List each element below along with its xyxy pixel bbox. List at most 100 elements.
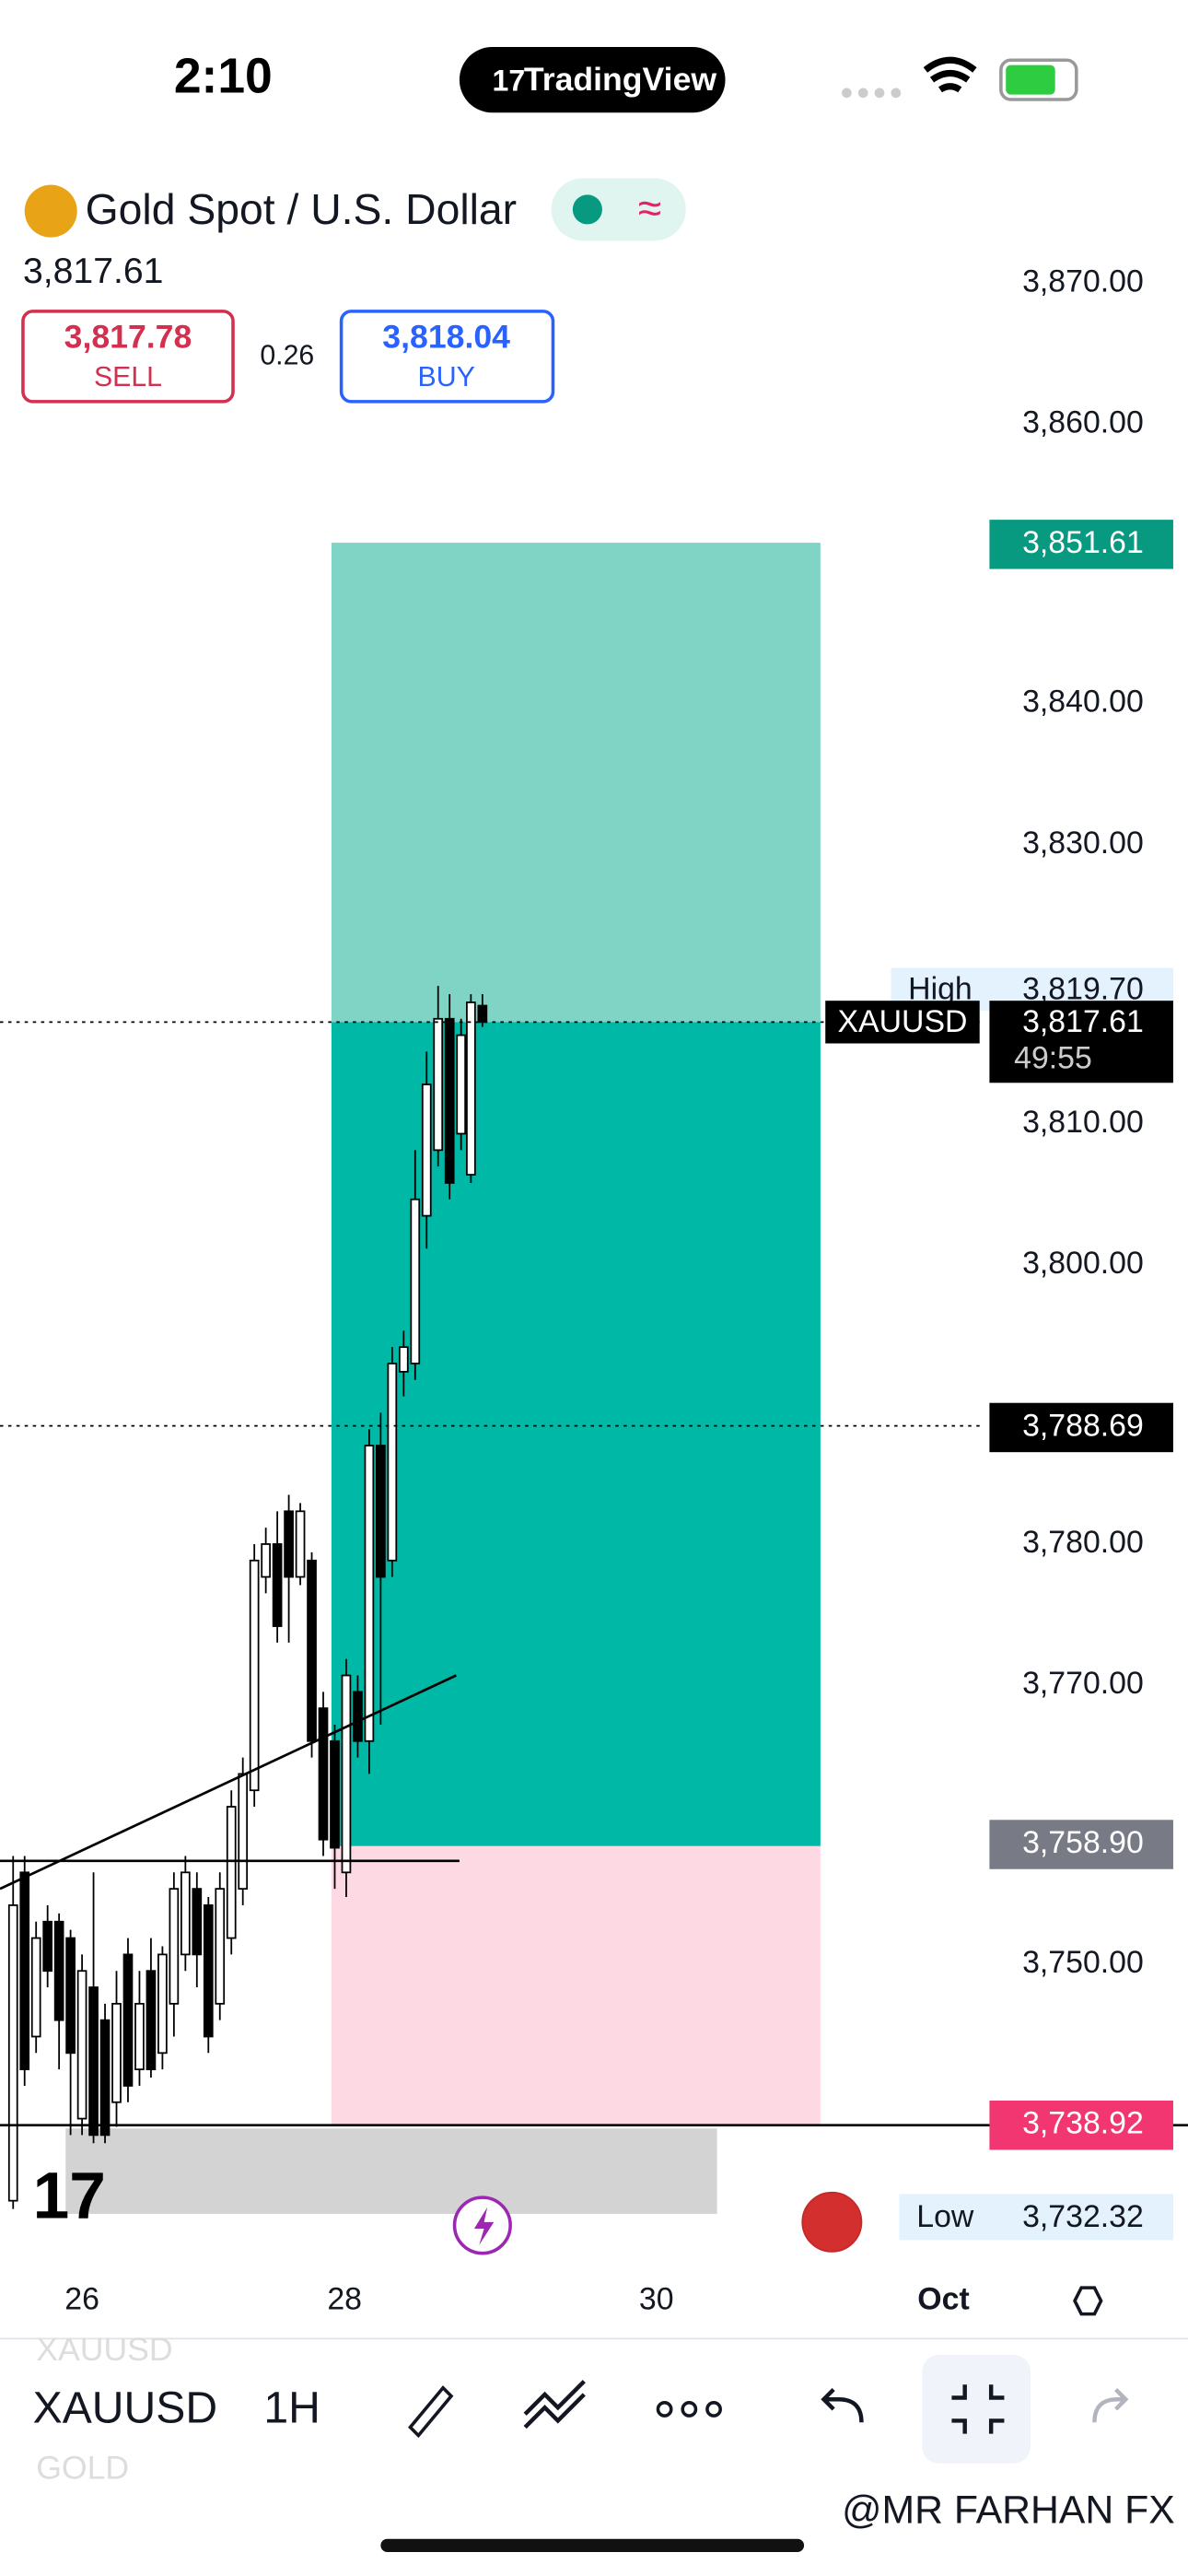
candle-body — [410, 1198, 421, 1364]
more-button[interactable] — [656, 2401, 722, 2418]
profit-zone[interactable] — [331, 1022, 821, 1846]
watermark: @MR FARHAN FX — [842, 2488, 1175, 2532]
low-label: Low — [916, 2199, 974, 2234]
candle-body — [466, 1001, 476, 1176]
stop-zone[interactable] — [331, 1845, 821, 2125]
home-indicator — [380, 2538, 805, 2552]
time-label: 26 — [64, 2281, 99, 2316]
candle-body — [192, 1888, 203, 1956]
sell-button[interactable] — [21, 310, 235, 404]
entry-tag-bg — [989, 1820, 1173, 1869]
candle-body — [76, 1970, 87, 2120]
candle-body — [203, 1904, 214, 2038]
candle-body — [111, 2002, 122, 2103]
low-tag-bg — [899, 2194, 1173, 2241]
high-price: 3,819.70 — [1022, 971, 1144, 1006]
buy-label: BUY — [418, 362, 475, 392]
app-pill — [459, 46, 726, 113]
high-label: High — [908, 971, 973, 1006]
time-label: 28 — [327, 2281, 362, 2316]
target-zone[interactable] — [331, 543, 821, 1023]
candle-body — [307, 1559, 317, 1742]
candle-body — [169, 1888, 180, 2005]
candle-body — [456, 1034, 467, 1135]
candle-body — [295, 1510, 306, 1578]
faded-symbol: XAUUSD — [36, 2331, 172, 2368]
candle-body — [341, 1674, 352, 1874]
candle-body — [330, 1739, 340, 1849]
volume-zone — [65, 2128, 717, 2214]
price-label: 3,810.00 — [1022, 1105, 1144, 1140]
spread: 0.26 — [260, 341, 314, 371]
status-icons — [842, 56, 1078, 101]
sell-price: 3,817.78 — [64, 319, 192, 356]
price-label: 3,780.00 — [1022, 1525, 1144, 1560]
target-tag: 3,851.61 — [1022, 525, 1144, 560]
symbol-tag: XAUUSD — [837, 1004, 967, 1039]
candle-body — [146, 1970, 157, 2071]
last-price: 3,817.61 — [23, 252, 164, 291]
candle-body — [134, 2002, 145, 2071]
toolbar-symbol[interactable]: XAUUSD — [33, 2383, 217, 2432]
candle-body — [398, 1346, 409, 1373]
candle-body — [99, 2019, 111, 2137]
price-label: 3,840.00 — [1022, 685, 1144, 720]
candle-body — [157, 1953, 168, 2055]
candle-body — [19, 1871, 30, 2071]
price-label: 3,870.00 — [1022, 263, 1144, 299]
candle-body — [353, 1691, 363, 1742]
fullscreen-button[interactable] — [922, 2355, 1031, 2464]
draw-button[interactable] — [408, 2385, 454, 2439]
candle-body — [421, 1083, 432, 1217]
candle-body — [387, 1363, 398, 1562]
gold-icon — [24, 184, 77, 238]
buy-button[interactable] — [339, 310, 555, 404]
candle-body — [318, 1707, 329, 1841]
candle-body — [238, 1773, 249, 1891]
faded-name: GOLD — [36, 2449, 129, 2486]
settings-icon[interactable] — [1073, 2286, 1103, 2316]
candle-body — [284, 1510, 294, 1578]
interval[interactable]: 1H — [263, 2383, 320, 2432]
candle-body — [226, 1806, 237, 1939]
price-label: 3,800.00 — [1022, 1246, 1144, 1281]
candle-body — [30, 1937, 41, 2038]
current-tag-bg — [989, 1001, 1173, 1083]
candle-body — [7, 1904, 18, 2202]
clock: 2:10 — [174, 50, 273, 104]
time-label: 30 — [639, 2281, 674, 2316]
candle-body — [42, 1920, 53, 1973]
status-pill[interactable] — [551, 178, 686, 241]
candle-body — [364, 1445, 375, 1742]
events-flag[interactable] — [801, 2191, 863, 2253]
lightning-icon — [473, 2207, 495, 2245]
candle-body — [376, 1445, 386, 1578]
candle-body — [65, 1937, 76, 2055]
delay-icon: ≈ — [638, 183, 661, 231]
candle-body — [122, 1953, 134, 2087]
candle-body — [180, 1871, 191, 1956]
sell-label: SELL — [94, 362, 162, 392]
target-tag-bg — [989, 520, 1173, 569]
price-label: 3,860.00 — [1022, 405, 1144, 440]
line-tag: 3,788.69 — [1022, 1408, 1144, 1443]
current-price: 3,817.61 — [1022, 1004, 1144, 1039]
candle-body — [215, 1888, 226, 2005]
app-name: TradingView — [524, 61, 716, 98]
countdown: 49:55 — [1014, 1040, 1092, 1075]
candle-body — [444, 1017, 455, 1184]
price-label: 3,770.00 — [1022, 1666, 1144, 1701]
candle-body — [272, 1543, 283, 1627]
candle-body — [477, 1004, 488, 1024]
candle-body — [433, 1017, 444, 1152]
indicators-button[interactable] — [523, 2380, 586, 2430]
candles — [7, 986, 488, 2209]
tv-logo: 17 — [33, 2159, 106, 2232]
stop-tag: 3,738.92 — [1022, 2106, 1144, 2141]
buy-price: 3,818.04 — [382, 319, 510, 356]
candle-body — [53, 1920, 64, 2021]
price-label: 3,750.00 — [1022, 1945, 1144, 1980]
redo-button[interactable] — [1092, 2387, 1129, 2423]
undo-button[interactable] — [821, 2387, 864, 2423]
symbol-title: Gold Spot / U.S. Dollar — [86, 185, 517, 233]
